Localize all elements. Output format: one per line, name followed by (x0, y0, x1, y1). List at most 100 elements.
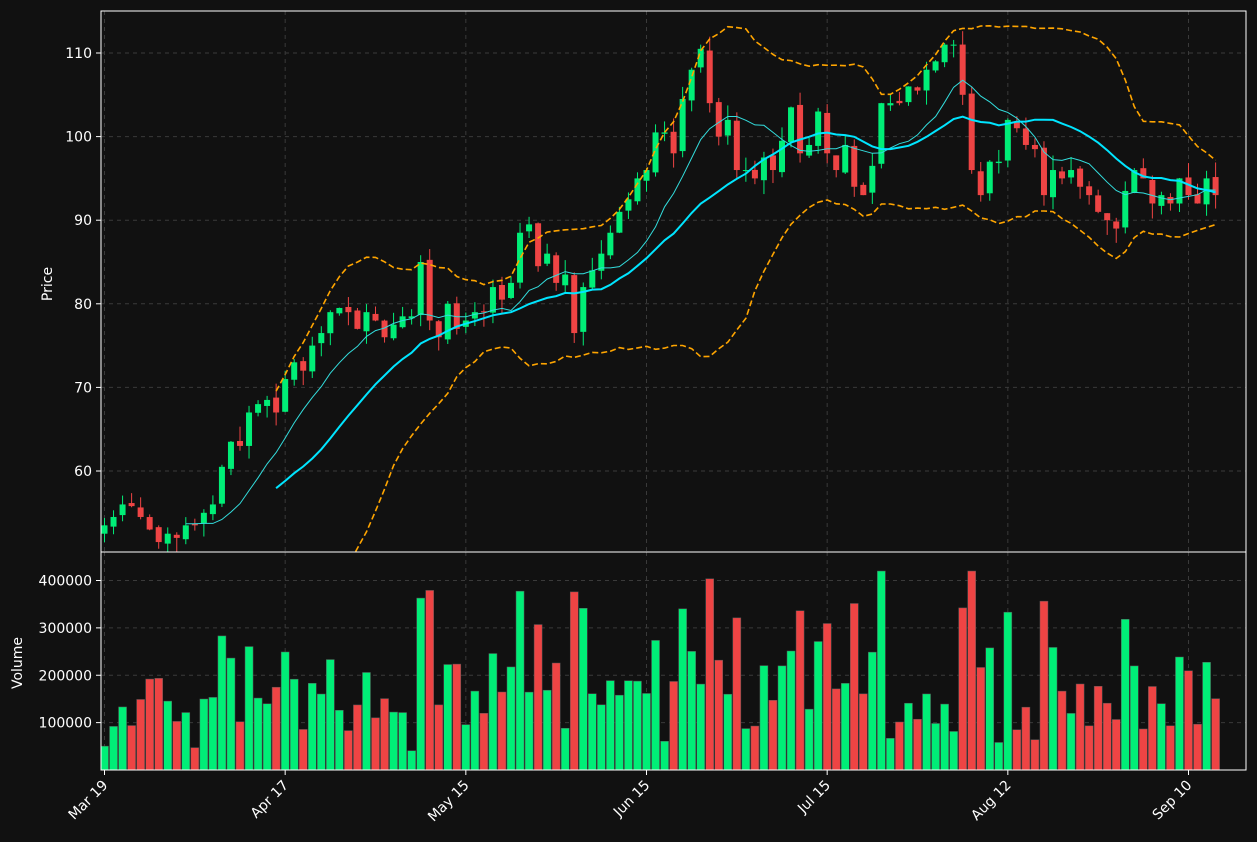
volume-tick-label: 100000 (39, 716, 92, 732)
price-tick-label: 80 (74, 297, 92, 313)
candle-body (616, 211, 623, 233)
volume-bar (425, 590, 434, 770)
volume-bar (1057, 690, 1067, 770)
volume-bar (913, 718, 922, 770)
volume-bar (163, 700, 172, 770)
volume-bar (181, 712, 191, 770)
volume-bar (326, 659, 335, 770)
candle-body (625, 199, 632, 211)
volume-bar (1166, 725, 1175, 770)
volume-bar (280, 651, 290, 770)
candle-body (1004, 119, 1011, 161)
volume-bar (1030, 739, 1040, 770)
candle-body (255, 404, 262, 413)
volume-bar (190, 747, 200, 770)
volume-bar (895, 721, 904, 770)
volume-bar (949, 731, 958, 770)
volume-bar (922, 693, 931, 770)
candle-body (941, 44, 948, 63)
candle-body (300, 361, 307, 371)
candle-body (471, 312, 478, 319)
candle-body (1095, 195, 1102, 212)
candle-body (246, 412, 253, 446)
volume-bar (235, 721, 245, 770)
volume-bar (904, 702, 913, 770)
volume-bar (172, 721, 182, 770)
candle-body (788, 107, 795, 143)
candle-body (372, 313, 379, 321)
candle-body (670, 131, 677, 154)
candle-body (697, 48, 704, 68)
volume-bar (434, 704, 444, 770)
volume-bar (759, 665, 769, 770)
volume-bar (831, 688, 841, 770)
volume-bar (461, 724, 471, 770)
candle-body (661, 132, 668, 134)
candle-body (119, 504, 126, 516)
candle-body (724, 119, 731, 136)
candle-body (1149, 179, 1156, 204)
candle-body (553, 255, 560, 283)
candle-body (1031, 144, 1038, 150)
lower-band-line (354, 199, 1216, 552)
volume-axis-label: Volume (10, 637, 26, 689)
volume-bar (407, 750, 416, 770)
candle-body (1167, 197, 1174, 204)
volume-bar (317, 693, 326, 770)
volume-bar (344, 730, 353, 770)
volume-bar (976, 667, 986, 770)
volume-y-axis: 100000 200000 300000 400000 (39, 574, 101, 732)
volume-bar (109, 726, 118, 770)
candle-body (1013, 122, 1020, 129)
candle-body (408, 316, 415, 319)
candle-body (571, 275, 578, 334)
price-tick-label: 100 (65, 130, 92, 146)
volume-bar (560, 727, 570, 770)
candle-body (923, 69, 930, 91)
volume-bar (136, 699, 145, 770)
candle-body (896, 100, 903, 104)
volume-bar (118, 706, 127, 770)
volume-bar (696, 683, 705, 770)
candle-body (146, 517, 153, 530)
candle-body (381, 320, 388, 338)
candle-body (200, 512, 207, 524)
volume-bar (371, 717, 380, 770)
volume-bar (289, 678, 299, 770)
candle-body (1194, 194, 1201, 204)
candle-body (607, 232, 614, 256)
volume-bar (859, 693, 868, 770)
volume-bar (226, 657, 236, 770)
volume-bar (813, 641, 823, 770)
candle-body (950, 44, 957, 46)
volume-bar (840, 683, 850, 770)
candle-body (1022, 128, 1029, 145)
volume-bar (651, 640, 660, 770)
volume-bar (208, 697, 218, 770)
candle-body (851, 145, 858, 187)
candle-body (806, 144, 813, 156)
candle-body (679, 98, 686, 152)
candle-body (986, 161, 993, 194)
volume-bar (1093, 686, 1103, 770)
candle-body (1077, 168, 1084, 187)
volume-bar (1193, 723, 1202, 770)
volume-bar (723, 693, 733, 770)
candle-body (137, 507, 144, 517)
candle-body (318, 333, 325, 344)
volume-bar (967, 570, 976, 770)
candle-body (932, 61, 939, 71)
volume-bar (1157, 703, 1166, 770)
volume-bar (145, 678, 154, 770)
volume-bar (1184, 670, 1193, 770)
candle-body (688, 69, 695, 101)
ma-fast-line (185, 79, 1216, 525)
candle-body (733, 120, 740, 171)
candle-body (887, 103, 894, 106)
candle-body (173, 534, 180, 538)
candle-body (264, 399, 271, 406)
volume-bar (217, 635, 227, 770)
volume-bar (271, 686, 281, 770)
volume-bar (362, 672, 371, 770)
